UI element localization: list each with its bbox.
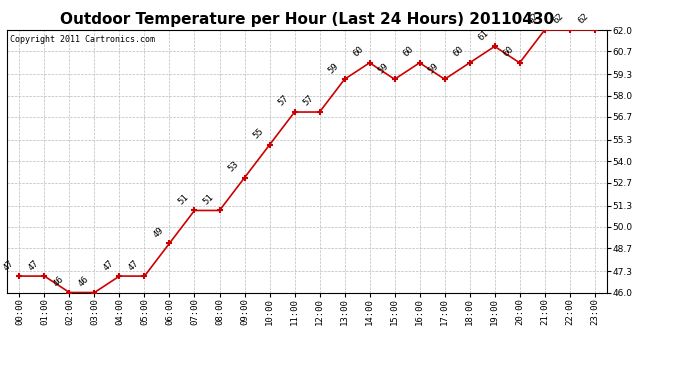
Text: 53: 53: [226, 159, 240, 174]
Text: 47: 47: [1, 258, 15, 272]
Text: 62: 62: [551, 12, 566, 26]
Text: 59: 59: [426, 61, 440, 75]
Text: 47: 47: [126, 258, 140, 272]
Text: Copyright 2011 Cartronics.com: Copyright 2011 Cartronics.com: [10, 35, 155, 44]
Text: 47: 47: [101, 258, 115, 272]
Text: 55: 55: [251, 127, 266, 141]
Text: 60: 60: [402, 45, 415, 58]
Text: 46: 46: [51, 274, 66, 288]
Text: 57: 57: [277, 94, 290, 108]
Text: 49: 49: [151, 225, 166, 239]
Text: 59: 59: [326, 61, 340, 75]
Text: 60: 60: [351, 45, 366, 58]
Text: 60: 60: [502, 45, 515, 58]
Text: 51: 51: [177, 192, 190, 206]
Text: 62: 62: [577, 12, 591, 26]
Text: 59: 59: [377, 61, 391, 75]
Title: Outdoor Temperature per Hour (Last 24 Hours) 20110430: Outdoor Temperature per Hour (Last 24 Ho…: [60, 12, 554, 27]
Text: 62: 62: [526, 12, 540, 26]
Text: 57: 57: [302, 94, 315, 108]
Text: 46: 46: [77, 274, 90, 288]
Text: 51: 51: [201, 192, 215, 206]
Text: 47: 47: [26, 258, 40, 272]
Text: 61: 61: [477, 28, 491, 42]
Text: 60: 60: [451, 45, 466, 58]
